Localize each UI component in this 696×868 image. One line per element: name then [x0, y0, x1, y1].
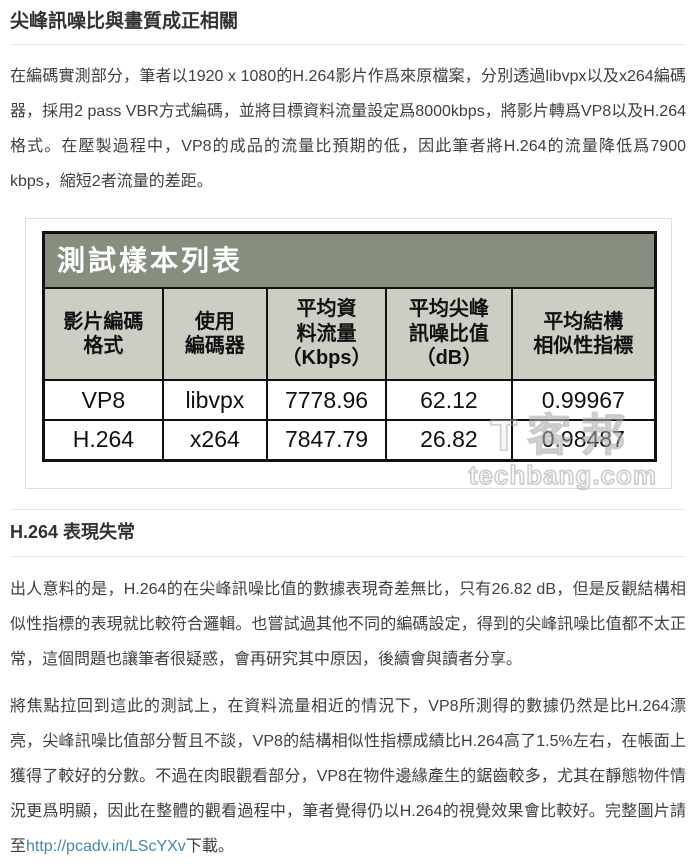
table-cell: x264	[161, 419, 268, 461]
paragraph-encoding-test: 在編碼實測部分，筆者以1920 x 1080的H.264影片作爲來原檔案，分別透…	[10, 68, 686, 190]
table-cell: 0.99967	[510, 379, 657, 421]
table-title: 測試樣本列表	[42, 231, 657, 289]
table-row-h264: H.264 x264 7847.79 26.82 0.98487	[42, 419, 657, 461]
test-sample-table: 測試樣本列表 影片編碼 格式 使用 編碼器 平均資 料流量 （Kbps） 平均尖…	[42, 231, 657, 462]
table-header-row: 影片編碼 格式 使用 編碼器 平均資 料流量 （Kbps） 平均尖峰 訊噪比值 …	[42, 287, 657, 381]
table-cell: 0.98487	[510, 419, 657, 461]
download-link[interactable]: http://pcadv.in/LScYXv	[26, 837, 186, 855]
table-cell: 62.12	[385, 379, 513, 421]
paragraph-h264-anomaly: 出人意料的是，H.264的在尖峰訊噪比值的數據表現奇差無比，只有26.82 dB…	[10, 580, 686, 668]
column-header-codec-format: 影片編碼 格式	[42, 287, 164, 381]
conclusion-text-before-link: 將焦點拉回到這此的測試上，在資料流量相近的情況下，VP8所測得的數據仍然是比H.…	[10, 697, 686, 855]
test-sample-figure: 測試樣本列表 影片編碼 格式 使用 編碼器 平均資 料流量 （Kbps） 平均尖…	[25, 218, 672, 489]
column-header-bitrate: 平均資 料流量 （Kbps）	[265, 287, 388, 381]
column-header-psnr: 平均尖峰 訊噪比值 （dB）	[385, 287, 513, 381]
table-cell: H.264	[42, 419, 164, 461]
table-cell: libvpx	[161, 379, 268, 421]
column-header-encoder: 使用 編碼器	[161, 287, 268, 381]
table-cell: 26.82	[385, 419, 513, 461]
table-title-row: 測試樣本列表	[42, 231, 657, 289]
techbang-domain-text: techbang.com	[468, 459, 657, 490]
paragraph-conclusion: 將焦點拉回到這此的測試上，在資料流量相近的情況下，VP8所測得的數據仍然是比H.…	[10, 689, 686, 864]
table-cell: VP8	[42, 379, 164, 421]
section-heading-h264: H.264 表現失常	[10, 508, 686, 557]
table-cell: 7778.96	[265, 379, 388, 421]
table-cell: 7847.79	[265, 419, 388, 461]
table-row-vp8: VP8 libvpx 7778.96 62.12 0.99967	[42, 379, 657, 421]
conclusion-text-after-link: 下載。	[185, 837, 234, 855]
column-header-ssim: 平均結構 相似性指標	[510, 287, 657, 381]
section-heading-psnr: 尖峰訊噪比與畫質成正相關	[10, 8, 686, 45]
